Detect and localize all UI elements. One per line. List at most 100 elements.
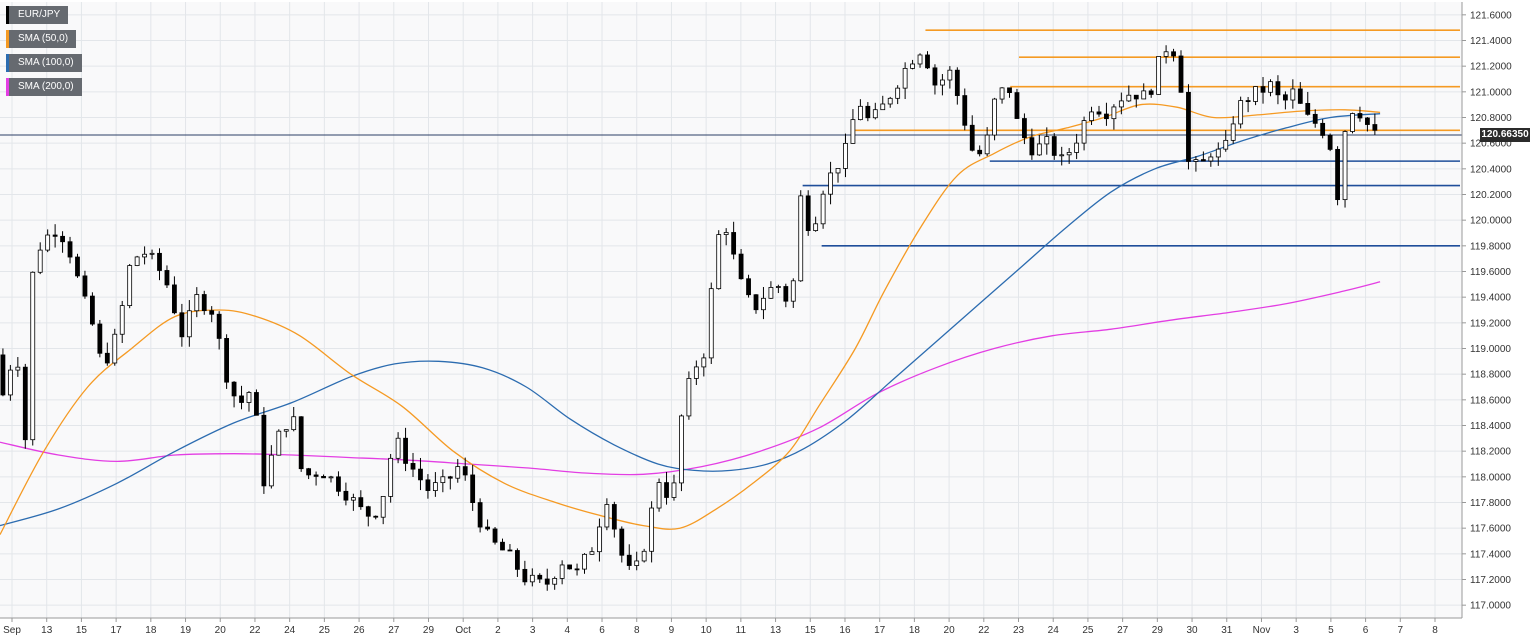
candle (418, 457, 423, 491)
plot-area (0, 2, 1462, 618)
x-tick-label: 24 (284, 625, 296, 636)
bullish-candle-body (984, 134, 990, 155)
bearish-candle-body (925, 54, 930, 69)
candle (1171, 48, 1176, 62)
candle (164, 265, 170, 288)
candle (373, 515, 379, 520)
candle (880, 95, 886, 111)
bearish-candle-body (89, 295, 95, 325)
bearish-candle-body (1260, 86, 1266, 93)
bullish-candle-body (671, 482, 677, 498)
bearish-candle-body (477, 502, 483, 528)
candle (112, 328, 118, 366)
candle (298, 416, 304, 472)
candle (127, 263, 133, 309)
candle (977, 145, 983, 157)
candle (291, 407, 297, 432)
candle (969, 115, 975, 152)
bearish-candle-body (201, 294, 207, 312)
bearish-candle-body (977, 149, 983, 155)
candle (1327, 133, 1333, 152)
candle (895, 85, 901, 105)
bullish-candle-body (843, 143, 848, 169)
candle (455, 459, 461, 483)
bullish-candle-body (276, 430, 282, 456)
x-tick-label: 4 (565, 625, 571, 636)
candle (902, 62, 908, 100)
legend-label: EUR/JPY (18, 9, 61, 20)
candle (134, 255, 140, 267)
bearish-candle-body (60, 235, 65, 243)
candle (507, 544, 513, 552)
bullish-candle-body (775, 286, 781, 288)
bullish-candle-body (880, 103, 886, 111)
bullish-candle-body (1044, 136, 1050, 145)
candle (850, 109, 856, 144)
bearish-candle-body (1171, 51, 1176, 57)
legend-item[interactable]: SMA (50,0) (6, 30, 77, 48)
candle (790, 278, 796, 308)
bullish-candle-body (820, 193, 826, 225)
bearish-candle-body (104, 352, 110, 364)
y-tick-label: 120.0000 (1470, 216, 1512, 227)
bearish-candle-body (1096, 111, 1102, 115)
legend-item[interactable]: SMA (200,0) (6, 78, 82, 96)
candle (1350, 112, 1355, 134)
candle (477, 498, 483, 533)
candle (604, 498, 610, 531)
x-tick-label: 30 (1186, 625, 1198, 636)
candle (1163, 45, 1169, 64)
y-tick-label: 117.6000 (1470, 524, 1511, 535)
bullish-candle-body (850, 119, 856, 144)
candle (350, 493, 356, 511)
candle (872, 102, 878, 120)
bearish-candle-body (611, 504, 617, 530)
bullish-candle-body (1208, 156, 1214, 162)
bearish-candle-body (373, 515, 379, 518)
legend-item[interactable]: SMA (100,0) (6, 54, 82, 72)
candle (589, 547, 595, 555)
x-tick-label: 23 (1013, 625, 1025, 636)
bullish-candle-body (1268, 81, 1273, 93)
bullish-candle-body (1141, 90, 1147, 100)
bullish-candle-body (194, 294, 200, 312)
bearish-candle-body (783, 286, 789, 302)
bearish-candle-body (485, 526, 490, 530)
bearish-candle-body (805, 195, 811, 231)
candle (746, 274, 751, 298)
candle (283, 429, 289, 438)
candle (641, 548, 647, 563)
bearish-candle-body (746, 278, 751, 296)
bearish-candle-body (462, 466, 468, 476)
bearish-candle-body (1335, 148, 1340, 201)
bullish-candle-body (552, 578, 558, 585)
candle (22, 363, 28, 449)
legend-swatch (6, 6, 9, 24)
candle (358, 490, 364, 510)
bearish-candle-body (537, 574, 543, 580)
candle (537, 573, 543, 583)
bullish-candle-body (1118, 100, 1124, 108)
candle (984, 127, 990, 157)
candle (30, 271, 36, 446)
bullish-candle-body (455, 466, 461, 479)
legend-item[interactable]: EUR/JPY (6, 6, 69, 24)
bearish-candle-body (1029, 137, 1035, 156)
candle (552, 576, 558, 590)
bullish-candle-body (857, 105, 863, 121)
bullish-candle-body (686, 378, 692, 417)
x-tick-label: Sep (3, 625, 21, 636)
candle (201, 290, 207, 315)
bearish-candle-body (1178, 55, 1184, 93)
candle (619, 526, 625, 563)
bullish-candle-body (790, 280, 796, 302)
candle (321, 474, 326, 479)
bearish-candle-body (261, 414, 267, 487)
x-tick-label: 7 (1398, 625, 1404, 636)
candle (753, 294, 759, 314)
bearish-candle-body (22, 366, 28, 441)
candle (1081, 116, 1087, 151)
candle (1186, 84, 1191, 170)
